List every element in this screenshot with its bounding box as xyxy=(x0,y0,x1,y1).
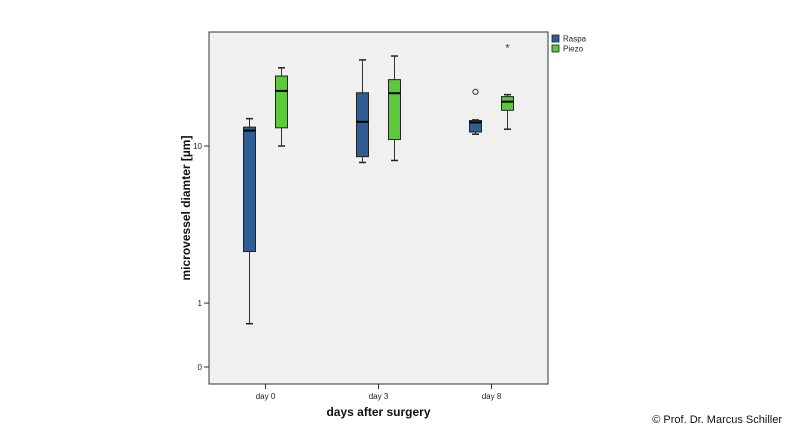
y-axis-title: microvessel diamter [µm] xyxy=(179,136,193,281)
box-piezo xyxy=(501,96,514,111)
box-raspa xyxy=(469,120,482,133)
y-tick-label: 10 xyxy=(193,142,202,151)
box-raspa xyxy=(356,92,369,158)
copyright-notice: © Prof. Dr. Marcus Schiller xyxy=(652,414,782,426)
extreme-point: * xyxy=(505,43,510,55)
plot-area xyxy=(208,31,549,385)
outlier-point xyxy=(472,88,479,95)
box-raspa xyxy=(243,126,256,253)
legend-swatch-raspa xyxy=(551,34,560,43)
legend-swatch-piezo xyxy=(551,44,560,53)
x-tick-label: day 3 xyxy=(369,392,389,401)
legend-label-piezo: Piezo xyxy=(563,45,584,54)
y-tick-label: 0 xyxy=(198,363,203,372)
legend-label-raspa: Raspa xyxy=(563,35,587,44)
x-tick-label: day 0 xyxy=(256,392,276,401)
box-piezo xyxy=(275,75,288,129)
y-tick-label: 1 xyxy=(198,299,203,308)
box-piezo xyxy=(388,79,401,141)
x-axis-title: days after surgery xyxy=(326,405,430,419)
x-tick-label: day 8 xyxy=(482,392,502,401)
